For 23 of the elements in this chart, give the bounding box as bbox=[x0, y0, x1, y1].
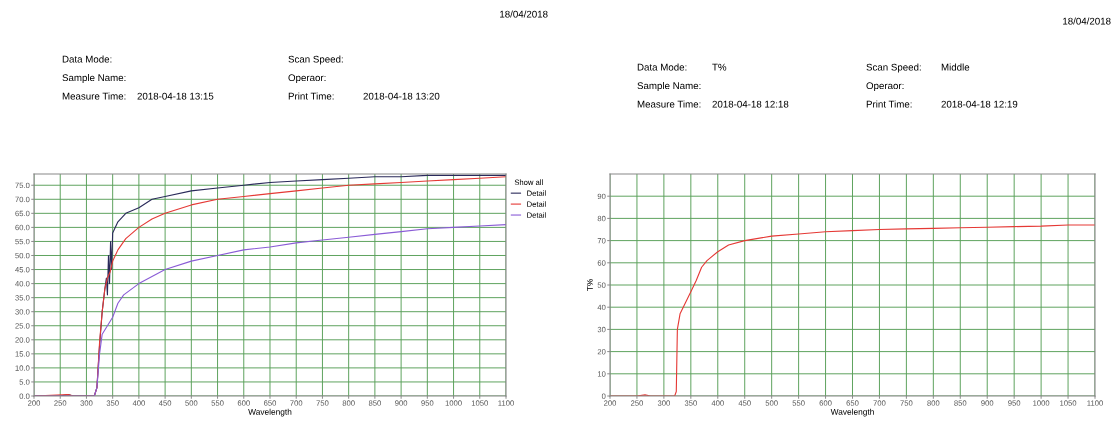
text: Data Mode: bbox=[637, 63, 687, 71]
text: Operaor: bbox=[288, 74, 326, 84]
text: 18/04/2018 bbox=[1063, 17, 1111, 25]
text: Scan Speed: bbox=[288, 55, 343, 65]
x-axis-title: Wavelength bbox=[830, 408, 874, 417]
text: Print Time: bbox=[866, 100, 912, 108]
text: Scan Speed: bbox=[866, 63, 921, 73]
text: Measure Time: bbox=[62, 92, 126, 100]
text: T% bbox=[712, 63, 727, 71]
text: Sample Name: bbox=[637, 81, 701, 92]
text: Operaor: bbox=[866, 82, 904, 92]
text: 2018-04-18 12:18 bbox=[712, 100, 789, 108]
x-axis-title: Wavelength bbox=[248, 408, 292, 417]
text: Measure Time: bbox=[637, 100, 701, 108]
text: Print Time: bbox=[288, 92, 334, 100]
y-axis-title: T% bbox=[587, 279, 593, 292]
text: 18/04/2018 bbox=[500, 10, 548, 18]
text: 2018-04-18 13:15 bbox=[137, 92, 214, 100]
text: 2018-04-18 12:19 bbox=[941, 100, 1018, 108]
text: 2018-04-18 13:20 bbox=[363, 92, 440, 100]
text: Data Mode: bbox=[62, 55, 112, 63]
text: Middle bbox=[941, 63, 970, 71]
text: Sample Name: bbox=[62, 73, 126, 84]
